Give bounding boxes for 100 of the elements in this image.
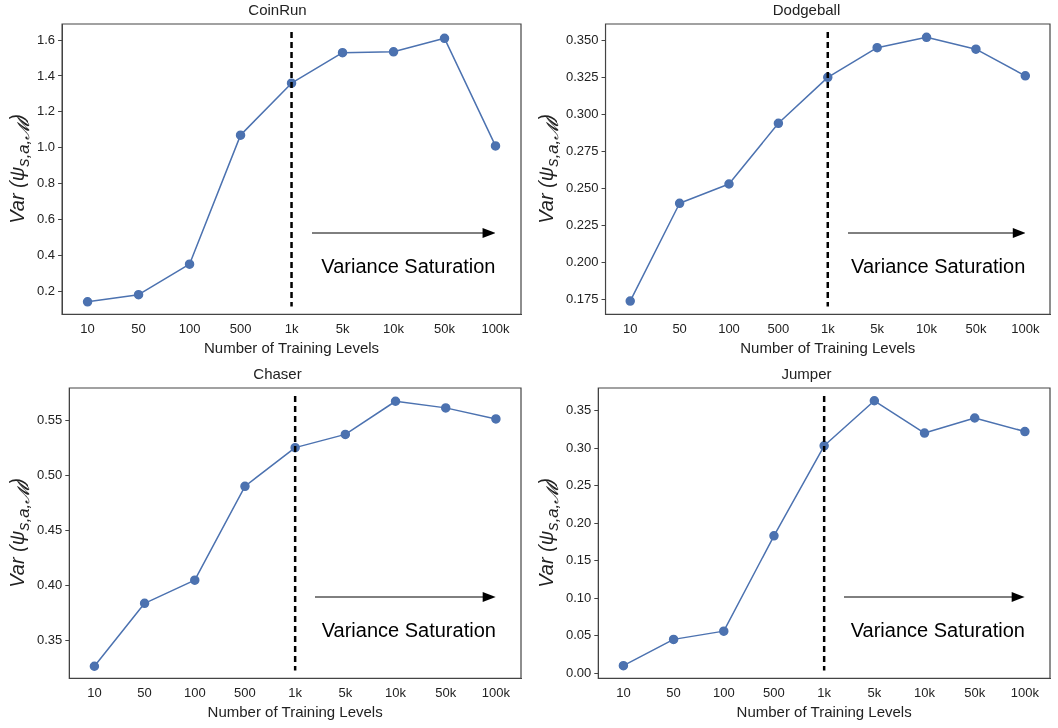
y-tick-label: 0.15 <box>565 552 592 568</box>
y-tick-label: 0.225 <box>565 217 599 233</box>
x-tick-label: 10 <box>80 320 95 336</box>
point <box>139 598 150 609</box>
point <box>82 297 93 307</box>
point <box>668 634 679 645</box>
x-tick-label: 500 <box>229 320 252 336</box>
point <box>440 403 451 413</box>
point <box>133 289 144 300</box>
x-axis-title: Number of Training Levels <box>736 703 912 721</box>
point <box>969 413 980 423</box>
point <box>337 47 348 58</box>
annotation: Variance Saturation <box>851 255 1026 278</box>
x-tick-label: 50 <box>672 320 687 336</box>
x-tick-label: 100 <box>178 320 201 336</box>
point <box>618 660 629 671</box>
y-tick-label: 0.25 <box>565 477 592 493</box>
y-tick-label: 0.45 <box>36 522 63 538</box>
y-tick-label: 0.325 <box>565 68 599 84</box>
x-tick-label: 50k <box>434 320 456 336</box>
y-tick-label: 0.35 <box>36 632 63 648</box>
annotation: Variance Saturation <box>321 255 496 278</box>
y-tick-label: 0.05 <box>565 627 592 643</box>
x-tick-label: 500 <box>234 684 256 700</box>
point <box>773 118 784 129</box>
point <box>390 396 401 406</box>
x-tick-label: 10 <box>622 320 638 336</box>
x-tick-label: 10k <box>383 320 405 336</box>
x-tick-label: 50 <box>137 684 152 700</box>
x-tick-label: 5k <box>335 320 350 336</box>
point <box>719 626 729 636</box>
x-tick-label: 100k <box>481 684 511 700</box>
chart-title: Dodgeball <box>772 1 841 19</box>
y-tick-label: 0.6 <box>36 210 56 226</box>
y-tick-label: 0.200 <box>565 254 599 270</box>
point <box>724 179 734 189</box>
point <box>872 42 882 53</box>
x-tick-label: 1k <box>817 684 832 700</box>
y-tick-label: 1.6 <box>36 31 56 47</box>
y-tick-label: 0.35 <box>565 402 592 418</box>
chart-title: CoinRun <box>248 1 307 19</box>
point <box>491 414 501 424</box>
y-tick-label: 1.0 <box>36 139 56 155</box>
y-tick-label: 1.4 <box>36 67 56 83</box>
annotation: Variance Saturation <box>321 619 496 642</box>
y-tick-label: 0.8 <box>36 175 56 191</box>
point <box>1020 426 1030 437</box>
x-tick-label: 500 <box>763 684 785 700</box>
annotation: Variance Saturation <box>850 619 1025 642</box>
x-tick-label: 1k <box>284 320 299 336</box>
point <box>184 259 195 269</box>
y-tick-label: 0.55 <box>36 411 63 427</box>
x-axis-title: Number of Training Levels <box>203 339 380 357</box>
y-tick-label: 0.50 <box>36 466 63 482</box>
y-tick-label: 0.40 <box>36 577 63 593</box>
x-tick-label: 50k <box>435 684 457 700</box>
point <box>439 33 450 44</box>
x-axis-title: Number of Training Levels <box>207 703 383 721</box>
point <box>625 296 635 306</box>
x-tick-label: 100k <box>1011 320 1040 336</box>
point <box>769 531 779 541</box>
x-tick-label: 5k <box>338 684 353 700</box>
x-axis-title: Number of Training Levels <box>740 339 916 357</box>
point <box>190 575 200 585</box>
y-tick-label: 0.2 <box>36 282 56 298</box>
point <box>674 198 685 209</box>
y-tick-label: 0.350 <box>565 31 599 47</box>
point <box>388 47 399 57</box>
point <box>490 141 501 151</box>
x-tick-label: 50k <box>964 684 986 700</box>
y-tick-label: 0.20 <box>565 514 592 530</box>
point <box>240 481 250 492</box>
y-tick-label: 0.175 <box>565 291 599 307</box>
x-tick-label: 50k <box>965 320 987 336</box>
x-tick-label: 5k <box>867 684 882 700</box>
x-tick-label: 50 <box>666 684 681 700</box>
point <box>1020 71 1031 81</box>
chart-title: Jumper <box>781 365 832 383</box>
y-tick-label: 1.2 <box>36 103 56 119</box>
y-tick-label: 0.10 <box>565 589 592 605</box>
y-tick-label: 0.30 <box>565 439 592 455</box>
point <box>971 44 981 54</box>
x-tick-label: 1k <box>820 320 836 336</box>
x-tick-label: 500 <box>767 320 790 336</box>
point <box>921 32 932 43</box>
y-tick-label: 0.275 <box>565 143 599 158</box>
x-tick-label: 100 <box>712 684 735 700</box>
x-tick-label: 10 <box>616 684 631 700</box>
point <box>869 396 880 406</box>
x-tick-label: 100k <box>1010 684 1040 700</box>
x-tick-label: 100k <box>481 320 511 336</box>
point <box>919 428 930 438</box>
point <box>89 661 100 671</box>
x-tick-label: 10k <box>385 684 407 700</box>
y-tick-label: 0.4 <box>36 246 56 262</box>
x-tick-label: 100 <box>718 320 740 336</box>
x-tick-label: 50 <box>131 320 146 336</box>
x-tick-label: 5k <box>870 320 885 336</box>
x-tick-label: 10k <box>916 320 938 336</box>
x-tick-label: 1k <box>288 684 303 700</box>
